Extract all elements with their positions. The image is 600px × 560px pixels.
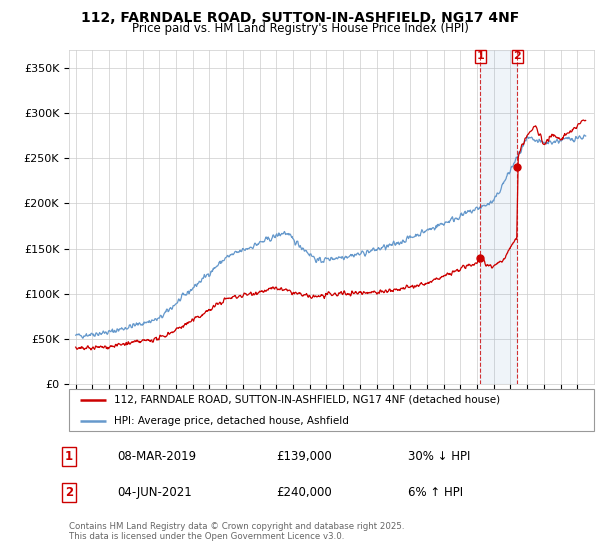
Text: 2: 2 (514, 51, 521, 61)
Bar (480, 50, 517, 384)
Text: 04-JUN-2021: 04-JUN-2021 (117, 486, 192, 500)
Text: 112, FARNDALE ROAD, SUTTON-IN-ASHFIELD, NG17 4NF: 112, FARNDALE ROAD, SUTTON-IN-ASHFIELD, … (81, 11, 519, 25)
FancyBboxPatch shape (69, 389, 594, 431)
Text: 6% ↑ HPI: 6% ↑ HPI (408, 486, 463, 500)
Text: HPI: Average price, detached house, Ashfield: HPI: Average price, detached house, Ashf… (113, 416, 349, 426)
Text: Price paid vs. HM Land Registry's House Price Index (HPI): Price paid vs. HM Land Registry's House … (131, 22, 469, 35)
Text: 1: 1 (65, 450, 73, 463)
Text: 08-MAR-2019: 08-MAR-2019 (117, 450, 196, 463)
Text: £139,000: £139,000 (276, 450, 332, 463)
Text: 112, FARNDALE ROAD, SUTTON-IN-ASHFIELD, NG17 4NF (detached house): 112, FARNDALE ROAD, SUTTON-IN-ASHFIELD, … (113, 395, 500, 405)
Text: 1: 1 (476, 51, 484, 61)
Text: £240,000: £240,000 (276, 486, 332, 500)
Text: Contains HM Land Registry data © Crown copyright and database right 2025.
This d: Contains HM Land Registry data © Crown c… (69, 522, 404, 542)
Text: 30% ↓ HPI: 30% ↓ HPI (408, 450, 470, 463)
Text: 2: 2 (65, 486, 73, 500)
